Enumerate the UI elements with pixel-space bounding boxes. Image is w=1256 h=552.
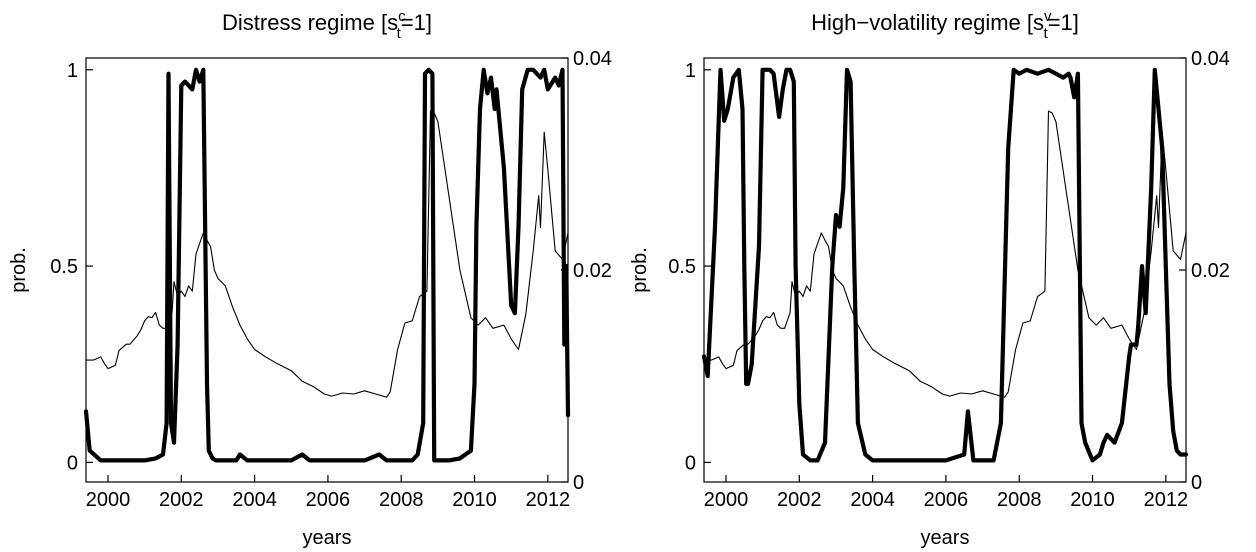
chart-title-sub: t	[1044, 25, 1049, 42]
y-right-tick-label: 0	[1191, 472, 1202, 494]
y-tick-label: 0	[67, 452, 78, 474]
plot-frame	[85, 57, 569, 483]
x-tick-label: 2002	[159, 489, 204, 511]
y-right-tick-label: 0.04	[1191, 48, 1230, 70]
x-tick-label: 2002	[777, 489, 822, 511]
y-ticks-right: 0 0.02 0.04	[561, 48, 612, 494]
x-tick-label: 2008	[997, 489, 1042, 511]
x-tick-label: 2006	[306, 489, 351, 511]
chart-title-tail: =1]	[401, 10, 432, 35]
x-tick-label: 2010	[1070, 489, 1115, 511]
x-tick-label: 2000	[86, 489, 131, 511]
x-axis-label: years	[921, 527, 970, 549]
chart-title-sub: t	[397, 25, 402, 42]
y-right-tick-label: 0.02	[1191, 260, 1230, 282]
y-ticks-right: 0 0.02 0.04	[1179, 48, 1230, 494]
x-ticks: 2000 2002 2004 2006 2008 2010 2012	[86, 475, 570, 511]
y-tick-label: 1	[67, 60, 78, 82]
x-tick-label: 2000	[704, 489, 749, 511]
x-tick-label: 2012	[526, 489, 571, 511]
y-tick-label: 0.5	[50, 256, 78, 278]
x-axis-label: years	[303, 527, 352, 549]
x-tick-label: 2008	[379, 489, 424, 511]
series-line-probability	[83, 67, 571, 463]
chart-title-main: Distress regime [s	[222, 10, 398, 35]
y-right-tick-label: 0.02	[573, 260, 612, 282]
y-right-tick-label: 0	[573, 472, 584, 494]
x-tick-label: 2006	[924, 489, 969, 511]
chart-high-volatility-regime: High−volatility regime [sv t=1] 2000 2002 2…	[629, 8, 1230, 549]
chart-title-sup: c	[398, 8, 406, 25]
chart-title: Distress regime [sc t=1]	[222, 8, 432, 42]
x-tick-label: 2004	[850, 489, 895, 511]
y-axis-label: prob.	[629, 247, 651, 293]
y-right-tick-label: 0.04	[573, 48, 612, 70]
series-line-probability	[701, 67, 1189, 463]
chart-title-tail: =1]	[1048, 10, 1079, 35]
chart-title: High−volatility regime [sv t=1]	[811, 8, 1079, 42]
x-tick-label: 2004	[232, 489, 277, 511]
chart-title-main: High−volatility regime [s	[811, 10, 1044, 35]
y-axis-label: prob.	[8, 247, 30, 293]
x-ticks: 2000 2002 2004 2006 2008 2010 2012	[704, 475, 1188, 511]
plot-frame	[703, 57, 1187, 483]
series-layer	[701, 67, 1189, 463]
y-ticks-left: 00.51	[668, 60, 711, 474]
y-ticks-left: 00.51	[50, 60, 93, 474]
chart-distress-regime: Distress regime [sc t=1] 2000 2002 2004 2006…	[8, 8, 612, 549]
y-tick-label: 0.5	[668, 256, 696, 278]
series-line-volatility	[703, 110, 1187, 398]
y-tick-label: 1	[685, 60, 696, 82]
chart-title-sup: v	[1044, 8, 1052, 25]
x-tick-label: 2010	[452, 489, 497, 511]
y-tick-label: 0	[685, 452, 696, 474]
x-tick-label: 2012	[1144, 489, 1189, 511]
series-line-volatility	[85, 110, 569, 398]
series-layer	[83, 67, 571, 463]
